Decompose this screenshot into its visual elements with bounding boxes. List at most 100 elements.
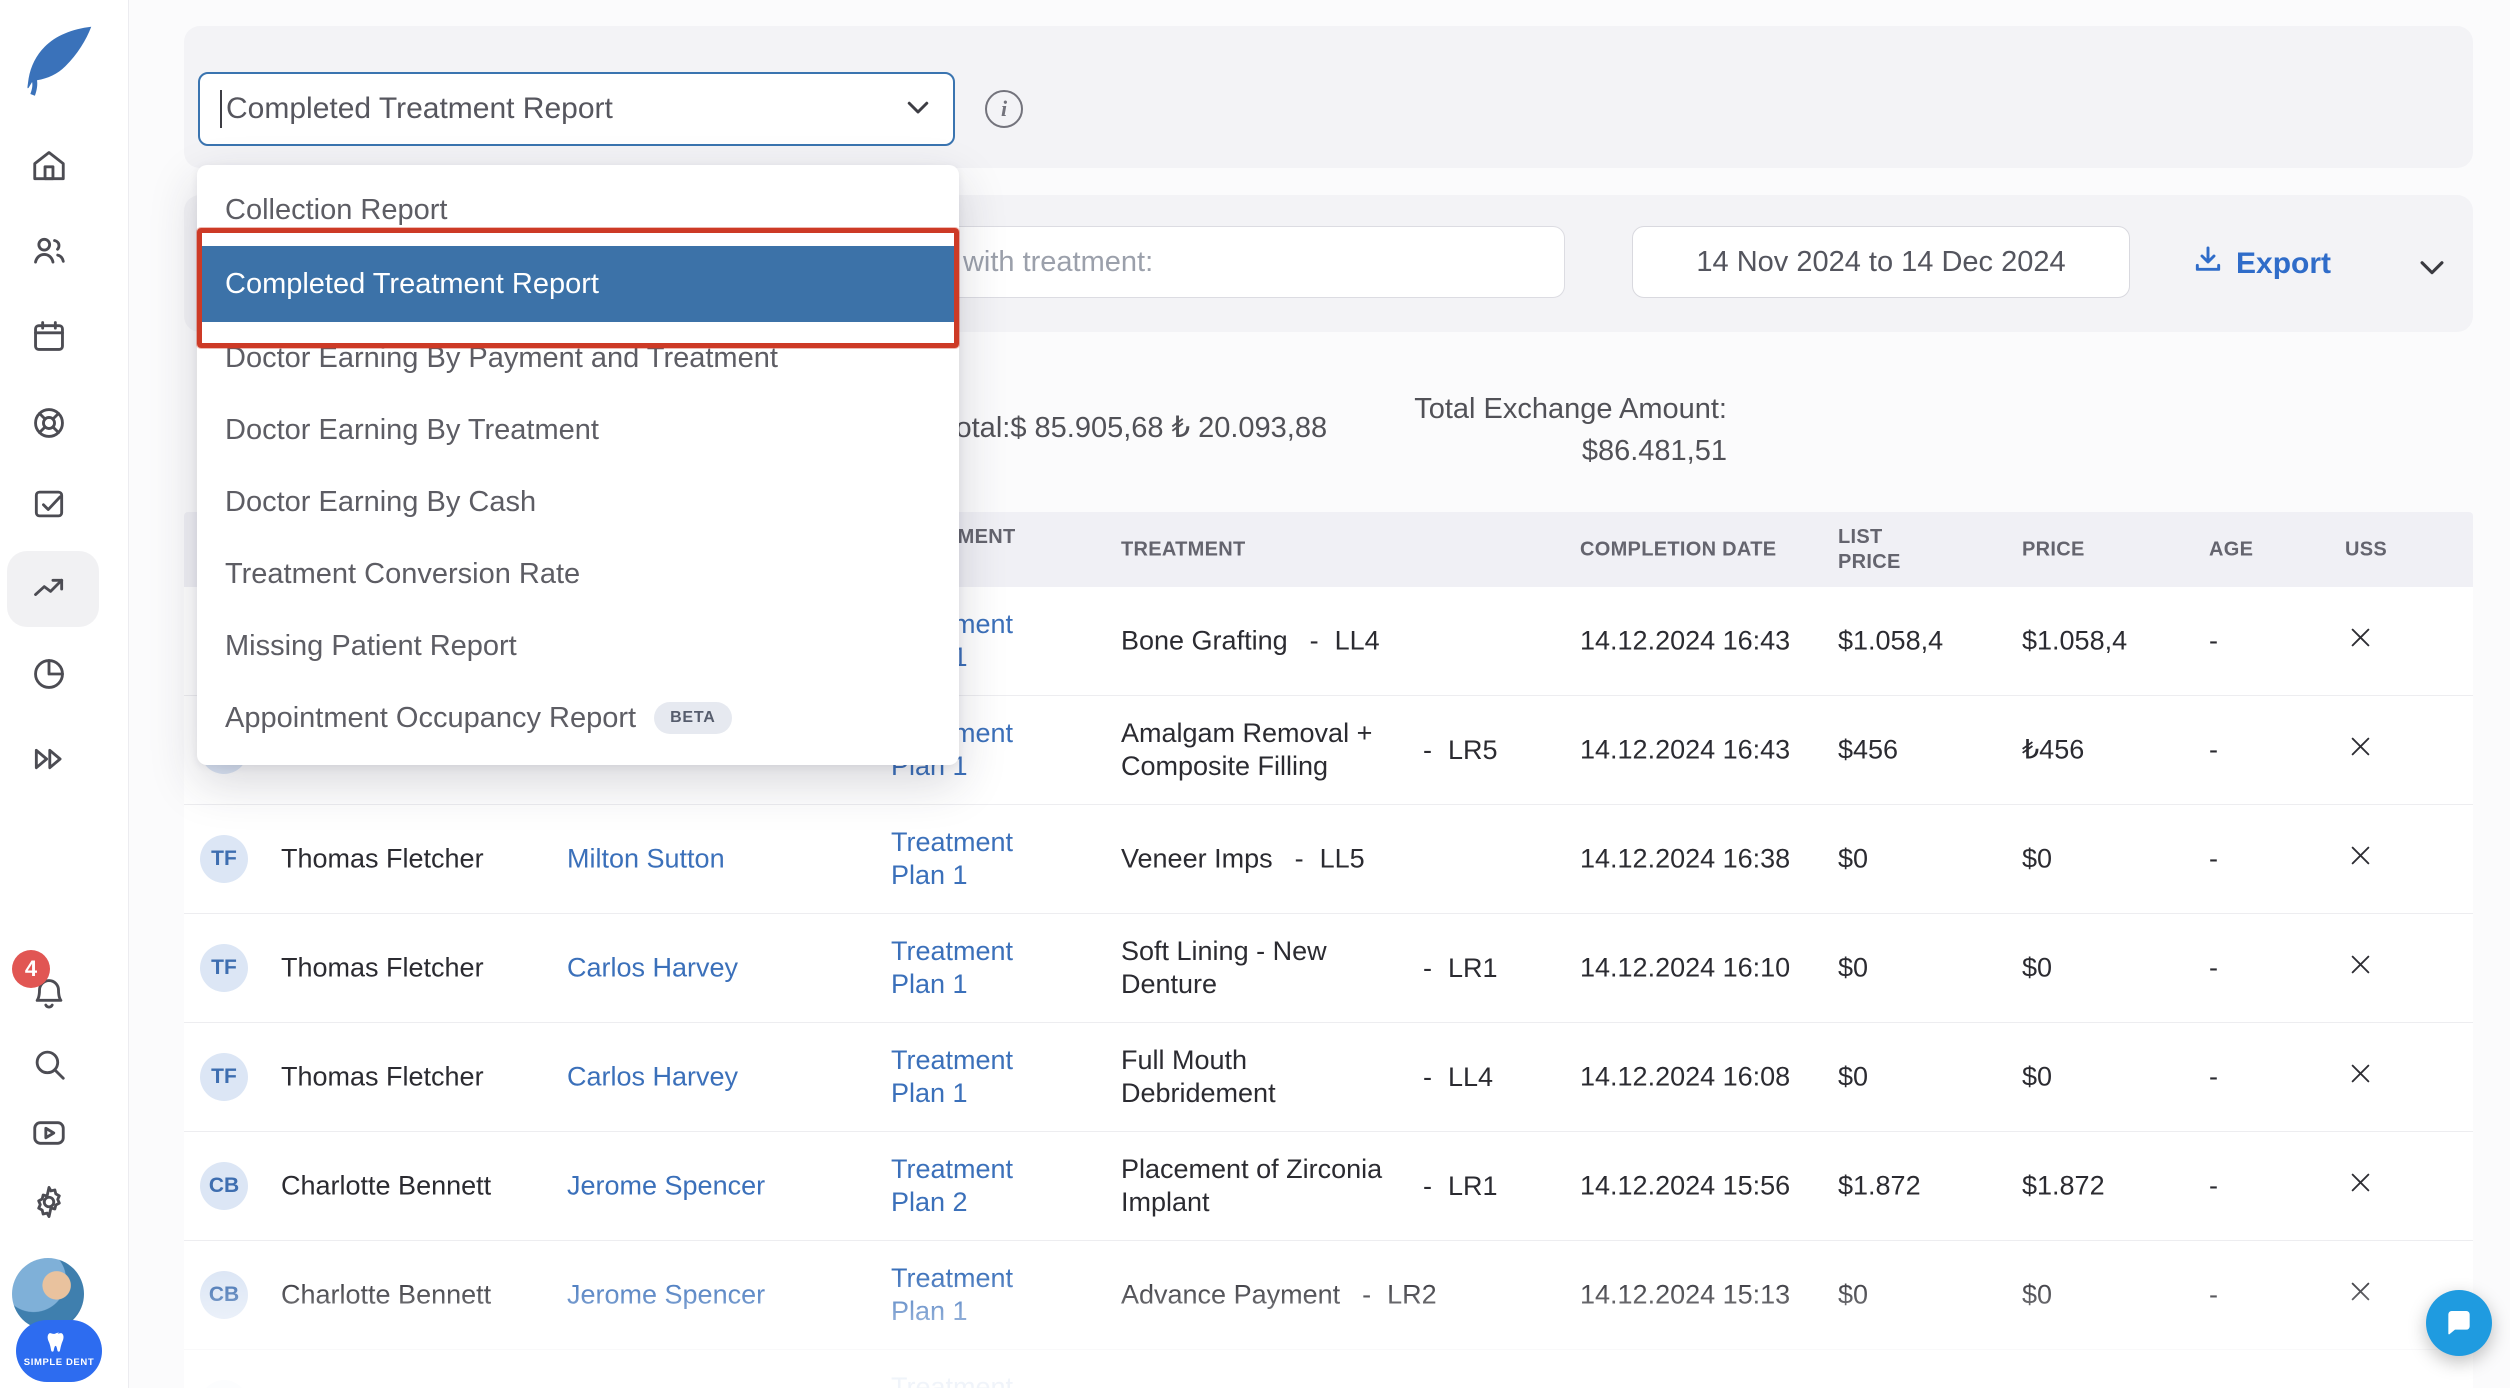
list-price: $0 (1838, 1279, 1869, 1310)
sidebar-item-tasks[interactable] (30, 485, 68, 523)
app-logo-feather-icon[interactable] (16, 18, 100, 102)
export-chevron-icon[interactable] (2415, 250, 2449, 289)
dropdown-option[interactable]: Missing Patient Report (197, 610, 959, 682)
sidebar-item-settings[interactable] (30, 1183, 68, 1221)
treatment-plan-link[interactable]: Treatment Plan 1 (891, 827, 1014, 890)
header-uss: USS (2345, 538, 2388, 560)
remove-icon[interactable] (2347, 1060, 2387, 1094)
tooth-code: - LR1 (1423, 1171, 1498, 1202)
patient-avatar: CB (200, 1380, 248, 1388)
patient-avatar: CB (200, 1162, 248, 1210)
treatment-cell: Amalgam Removal + Composite Filling - LR5 (1121, 717, 1561, 783)
dash: - (1294, 843, 1304, 874)
price: $0 (2022, 952, 2053, 983)
sidebar-item-home[interactable] (30, 147, 68, 185)
remove-icon[interactable] (2347, 733, 2387, 767)
completion-date: 14.12.2024 16:43 (1580, 734, 1791, 765)
treatment-plan-link[interactable]: Treatment Plan 1 (891, 936, 1014, 999)
table-row: TF Thomas Fletcher Carlos Harvey Treatme… (184, 1023, 2473, 1132)
date-range-picker[interactable]: 14 Nov 2024 to 14 Dec 2024 (1632, 226, 2130, 298)
completion-date: 14.12.2024 16:08 (1580, 1061, 1791, 1092)
notification-count-badge: 4 (12, 950, 50, 988)
tooth-code-value: LR2 (1387, 1279, 1437, 1310)
age: - (2209, 734, 2218, 765)
age: - (2209, 625, 2218, 656)
tooth-icon (47, 1332, 64, 1352)
treatment-plan-link[interactable]: Treatment Plan 2 (891, 1154, 1014, 1217)
dropdown-option[interactable]: Doctor Earning By Cash (197, 466, 959, 538)
sidebar-item-statistics[interactable] (30, 655, 68, 693)
dropdown-option-label: Doctor Earning By Payment and Treatment (225, 341, 778, 374)
info-icon[interactable]: i (985, 90, 1023, 128)
dropdown-option[interactable]: Appointment Occupancy Report BETA (197, 682, 959, 754)
chat-widget-button[interactable] (2426, 1290, 2492, 1356)
treatment-name: Bone Grafting (1121, 625, 1288, 656)
chat-icon (2448, 1311, 2470, 1335)
dropdown-option-label: Completed Treatment Report (225, 267, 599, 300)
doctor-link[interactable]: Carlos Harvey (567, 952, 739, 983)
doctor-link[interactable]: Jerome Spencer (567, 1170, 766, 1201)
export-button[interactable]: Export (2192, 244, 2331, 284)
sidebar-item-notifications[interactable] (30, 975, 68, 1013)
header-completion-date: COMPLETION DATE (1580, 538, 1777, 560)
tooth-code-value: LL5 (1319, 843, 1365, 874)
sidebar-item-support[interactable] (30, 404, 68, 442)
user-avatar[interactable] (12, 1258, 84, 1330)
price: $0 (2022, 843, 2053, 874)
age: - (2209, 1061, 2218, 1092)
header-list-price: LIST PRICE (1838, 525, 1901, 573)
export-label: Export (2236, 247, 2332, 280)
tooth-code: - LR2 (1362, 1280, 1437, 1311)
dropdown-option[interactable]: Doctor Earning By Payment and Treatment (197, 322, 959, 394)
sidebar-item-reports[interactable] (30, 570, 68, 608)
sidebar-item-calendar[interactable] (30, 317, 68, 355)
dash: - (1309, 625, 1319, 656)
dropdown-option[interactable]: Collection Report (197, 174, 959, 246)
sidebar-item-videos[interactable] (30, 1114, 68, 1152)
dropdown-option-label: Doctor Earning By Treatment (225, 413, 599, 446)
treatment-plan-link[interactable]: Treatment Plan 1 (891, 1263, 1014, 1326)
treatment-plan-link[interactable]: Treatment Plan 1 (891, 1045, 1014, 1108)
search-treatment-input[interactable] (840, 226, 1565, 298)
treatment-name: Amalgam Removal + Composite Filling (1121, 718, 1373, 781)
completion-date: 14.12.2024 15:56 (1580, 1170, 1791, 1201)
completion-date: 14.12.2024 16:43 (1580, 625, 1791, 656)
table-row: CB Charlotte Bennett Jerome Spencer Trea… (184, 1350, 2473, 1388)
report-type-select[interactable]: Completed Treatment Report (198, 72, 955, 146)
tooth-code: - LR5 (1423, 735, 1498, 766)
treatment-cell: Soft Lining - New Denture - LR1 (1121, 935, 1561, 1001)
remove-icon[interactable] (2347, 1278, 2387, 1312)
doctor-link[interactable]: Carlos Harvey (567, 1061, 739, 1092)
sidebar-item-patients[interactable] (30, 232, 68, 270)
header-price: PRICE (2022, 538, 2085, 560)
sidebar: 4 SIMPLE DENT (0, 0, 129, 1388)
remove-icon[interactable] (2347, 951, 2387, 985)
treatment-plan-link[interactable]: Treatment Plan 1 (891, 1372, 1014, 1388)
tooth-code: - LL4 (1310, 626, 1380, 657)
header-age: AGE (2209, 538, 2254, 560)
remove-icon[interactable] (2347, 842, 2387, 876)
tooth-code-value: LL4 (1334, 625, 1380, 656)
tooth-code-value: LR1 (1448, 1170, 1498, 1201)
sidebar-item-fast-forward[interactable] (30, 740, 68, 778)
remove-icon[interactable] (2347, 1169, 2387, 1203)
dropdown-option[interactable]: Completed Treatment Report (197, 246, 959, 322)
tooth-code: - LR1 (1423, 953, 1498, 984)
dash: - (1423, 952, 1432, 983)
dropdown-option[interactable]: Treatment Conversion Rate (197, 538, 959, 610)
dropdown-option[interactable]: Doctor Earning By Treatment (197, 394, 959, 466)
doctor-link[interactable]: Jerome Spencer (567, 1279, 766, 1310)
patient-avatar: TF (200, 944, 248, 992)
treatment-cell: Placement of Zirconia Implant - LR1 (1121, 1153, 1561, 1219)
dropdown-option-label: Missing Patient Report (225, 629, 517, 662)
age: - (2209, 1279, 2218, 1310)
patient-avatar: TF (200, 1053, 248, 1101)
tooth-code-value: LL4 (1448, 1061, 1494, 1092)
remove-icon[interactable] (2347, 624, 2387, 658)
sidebar-item-search[interactable] (30, 1045, 68, 1083)
list-price: $0 (1838, 952, 1869, 983)
doctor-link[interactable]: Milton Sutton (567, 843, 725, 874)
tooth-code: - LL4 (1423, 1062, 1493, 1093)
exchange-value: $86.481,51 (1581, 435, 1727, 467)
